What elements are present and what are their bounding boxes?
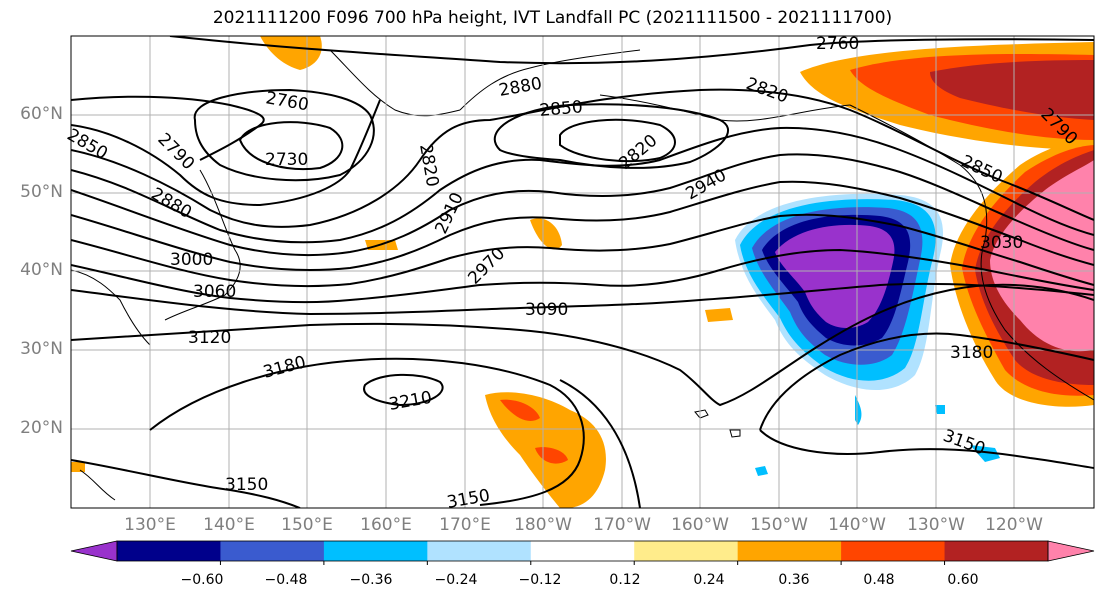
lon-label: 160°W [671,515,729,535]
contour-label: 3180 [950,343,993,363]
colorbar-tick-label: −0.24 [434,572,478,588]
contour-label: 3180 [261,352,308,383]
lon-label: 140°W [828,515,886,535]
colorbar-frame [116,540,1049,562]
lon-label: 120°W [985,515,1043,535]
colorbar-tick-label: 0.24 [693,572,725,588]
contour-label: 3150 [445,486,491,513]
contour-label: 2820 [743,74,790,108]
colorbar-segment [530,541,635,561]
lat-label: 40°N [20,260,63,280]
colorbar-tick-label: −0.48 [264,572,308,588]
colorbar-segment [944,541,1049,561]
lon-label: 130°E [124,515,176,535]
contour-label: 3210 [387,388,433,415]
contour-label: 3000 [170,250,213,270]
lat-label: 50°N [20,182,63,202]
colorbar-segment [634,541,739,561]
map-title: 2021111200 F096 700 hPa height, IVT Land… [212,8,893,28]
contour-label: 2880 [148,184,195,223]
colorbar-tick-label: 0.12 [609,572,641,588]
lon-label: 180°W [514,515,572,535]
contour-label: 2850 [958,151,1006,187]
contour-label: 2880 [497,74,543,101]
colorbar-tick-label: −0.60 [180,572,224,588]
contour-label: 3030 [980,233,1023,253]
colorbar-segment [841,541,946,561]
contour-label: 3060 [193,282,236,302]
colorbar-tick-label: −0.36 [349,572,393,588]
plot-frame [70,35,1095,509]
contour-label: 2850 [539,97,584,121]
contour-label: 3150 [940,426,987,460]
lon-label: 140°E [203,515,255,535]
lon-label: 170°W [593,515,651,535]
lon-label: 130°W [907,515,965,535]
colorbar-segment [427,541,532,561]
colorbar [70,540,1095,565]
colorbar-segment [220,541,325,561]
coastlines [71,49,1094,501]
contour-label: 3150 [225,475,268,495]
contour-label: 2760 [264,88,310,115]
contour-label: 2730 [265,150,308,170]
contour-label: 2760 [816,34,859,54]
contour-label: 2790 [153,129,198,174]
contour-label: 3120 [188,328,231,348]
contour-label: 2820 [415,142,442,188]
lon-label: 150°W [750,515,808,535]
lon-label: 160°E [360,515,412,535]
colorbar-tick-label: 0.36 [778,572,810,588]
colorbar-tick-label: 0.48 [863,572,895,588]
colorbar-segment [117,541,221,561]
lon-label: 170°E [439,515,491,535]
contour-label: 3090 [525,300,568,320]
colorbar-extend-min [70,540,118,562]
colorbar-tick-label: −0.12 [518,572,562,588]
colorbar-extend-max [1047,540,1095,562]
ivt-shading [71,36,1094,508]
lat-label: 30°N [20,339,63,359]
lon-label: 150°E [281,515,333,535]
colorbar-tick-label: 0.60 [947,572,979,588]
lat-label: 60°N [20,104,63,124]
lat-label: 20°N [20,418,63,438]
height-contours [71,36,1094,508]
colorbar-segment [323,541,428,561]
colorbar-segment [737,541,842,561]
contour-label: 2940 [683,165,730,204]
